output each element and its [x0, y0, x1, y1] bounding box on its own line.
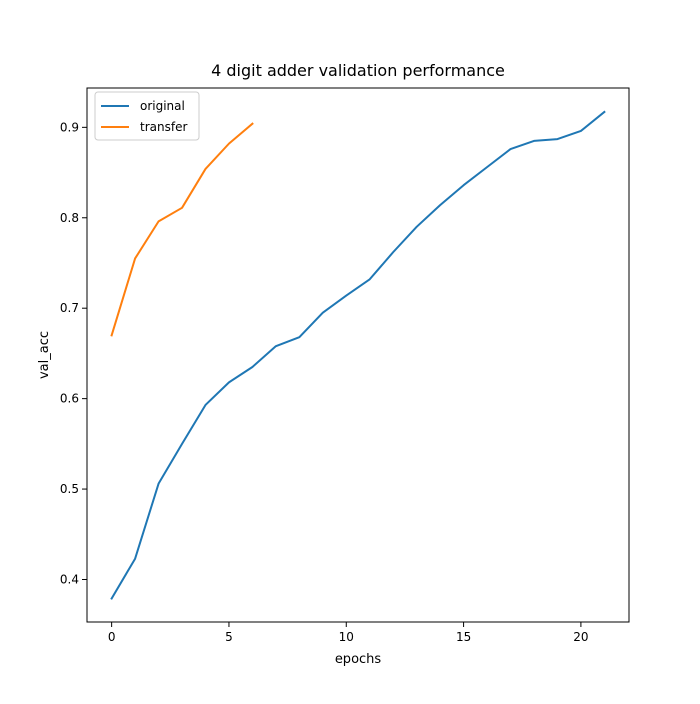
x-tick-label: 5	[225, 630, 233, 644]
y-axis-label: val_acc	[37, 331, 52, 379]
y-tick-label: 0.7	[60, 301, 79, 315]
x-tick-label: 15	[456, 630, 471, 644]
series-line-transfer	[110, 122, 254, 337]
y-tick-label: 0.5	[60, 482, 79, 496]
x-tick-label: 20	[573, 630, 588, 644]
y-tick-label: 0.9	[60, 120, 79, 134]
axes-frame	[86, 87, 630, 623]
plot-area: 0 5 10 15 20 0.4 0.5 0.6 0.7 0.8 0.9 original transf…	[60, 87, 630, 644]
x-tick-label: 10	[339, 630, 354, 644]
x-axis-label: epochs	[335, 652, 382, 667]
y-tick-label: 0.4	[60, 572, 79, 586]
legend-label-original: original	[140, 99, 185, 113]
legend: original transfer	[94, 91, 200, 141]
chart-title: 4 digit adder validation performance	[211, 61, 505, 80]
x-tick-label: 0	[108, 630, 116, 644]
legend-label-transfer: transfer	[140, 120, 187, 134]
y-tick-label: 0.6	[60, 392, 79, 406]
y-tick-label: 0.8	[60, 211, 79, 225]
series-line-original	[110, 110, 606, 600]
